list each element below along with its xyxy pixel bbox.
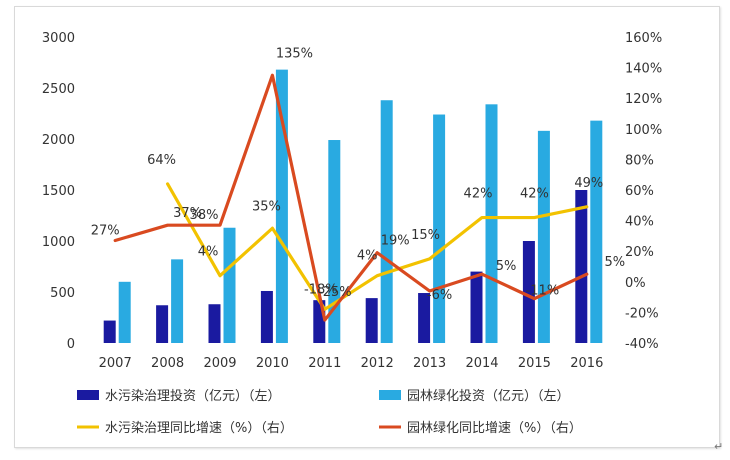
y-right-tick-label: 140% [625,62,662,77]
y-left-tick-label: 0 [67,337,75,352]
legend-swatch [379,390,401,400]
data-label-greening-growth: -11% [526,284,560,299]
data-label-greening-growth: 5% [496,259,517,274]
bar-water-investment [208,304,221,343]
y-right-tick-label: 0% [625,276,646,291]
data-label-water-growth: -18% [304,282,338,297]
data-label-greening-growth: 5% [604,255,625,270]
x-tick-label: 2012 [361,356,394,371]
legend-label: 园林绿化投资（亿元）（左） [407,388,570,404]
y-left-tick-label: 3000 [42,31,75,46]
data-label-water-growth: 64% [147,153,176,168]
data-label-water-growth: 49% [574,176,603,191]
legend-label: 水污染治理投资（亿元）（左） [105,388,281,404]
legend-label: 水污染治理同比增速（%）（右） [105,421,293,436]
bar-water-investment [522,241,535,343]
bar-water-investment [156,305,169,343]
bar-water-investment [418,293,431,343]
x-tick-label: 2011 [308,356,341,371]
y-right-tick-label: 20% [625,245,654,260]
y-right-tick-label: 80% [625,153,654,168]
data-label-water-growth: 42% [464,187,493,202]
bar-greening-investment [380,100,393,344]
axes-layer: 0 500 1000 1500 2000 2500 3000 -40% -20% 0% 20% 40%… [42,31,662,371]
x-tick-label: 2008 [151,356,184,371]
bar-greening-investment [171,259,184,343]
bar-water-investment [260,290,273,343]
data-label-greening-growth: 27% [91,223,120,238]
lines-layer [113,73,589,322]
y-left-tick-label: 1500 [42,184,75,199]
bar-water-investment [103,320,116,343]
y-left-tick-label: 2500 [42,82,75,97]
data-label-water-growth: 4% [357,249,378,264]
bar-greening-investment [485,104,498,343]
y-left-tick-label: 2000 [42,133,75,148]
data-label-greening-growth: 37% [173,206,202,221]
bar-greening-investment [223,227,236,343]
x-tick-label: 2013 [413,356,446,371]
stray-mark: ↵ [714,440,724,453]
y-right-tick-label: -20% [625,306,659,321]
y-left-tick-label: 1000 [42,235,75,250]
data-label-greening-growth: -25% [318,285,352,300]
y-right-tick-label: 40% [625,215,654,230]
data-label-greening-growth: -6% [427,288,452,303]
legend-swatch [77,390,99,400]
legend-label: 园林绿化同比增速（%）（右） [407,421,582,436]
data-label-greening-growth: 19% [381,234,410,249]
data-label-water-growth: 42% [520,187,549,202]
bar-greening-investment [590,120,603,343]
bars-layer [103,69,603,344]
data-label-greening-growth: 135% [276,46,313,61]
x-tick-label: 2016 [570,356,603,371]
y-right-tick-label: -40% [625,337,659,352]
bar-greening-investment [537,130,550,343]
x-tick-label: 2007 [99,356,132,371]
y-right-tick-label: 60% [625,184,654,199]
chart-svg: 0 500 1000 1500 2000 2500 3000 -40% -20% 0% 20% 40%… [42,31,662,436]
bar-water-investment [575,190,588,343]
data-label-greening-growth: 38% [190,208,219,223]
data-label-water-growth: 4% [198,245,219,260]
x-tick-label: 2009 [203,356,236,371]
data-label-water-growth: 35% [252,199,281,214]
bar-water-investment [365,298,378,343]
legend: 水污染治理投资（亿元）（左） 园林绿化投资（亿元）（左） 水污染治理同比增速（%）（… [77,388,582,436]
y-right-tick-label: 100% [625,123,662,138]
bar-greening-investment [328,140,341,343]
data-label-water-growth: 15% [411,228,440,243]
x-tick-label: 2010 [256,356,289,371]
line-water-growth [166,182,589,311]
y-right-tick-label: 120% [625,92,662,107]
bar-water-investment [470,271,483,343]
y-right-tick-label: 160% [625,31,662,46]
x-tick-label: 2015 [518,356,551,371]
data-labels-layer: 64% 4% 35% -18% 4% 15% 42% 42% 49% 27% 37%38% 135% -… [91,46,625,303]
chart-frame: 0 500 1000 1500 2000 2500 3000 -40% -20% 0% 20% 40%… [14,6,720,448]
line-greening-growth [113,73,589,322]
x-tick-label: 2014 [465,356,498,371]
bar-greening-investment [118,281,131,343]
y-left-tick-label: 500 [50,286,75,301]
